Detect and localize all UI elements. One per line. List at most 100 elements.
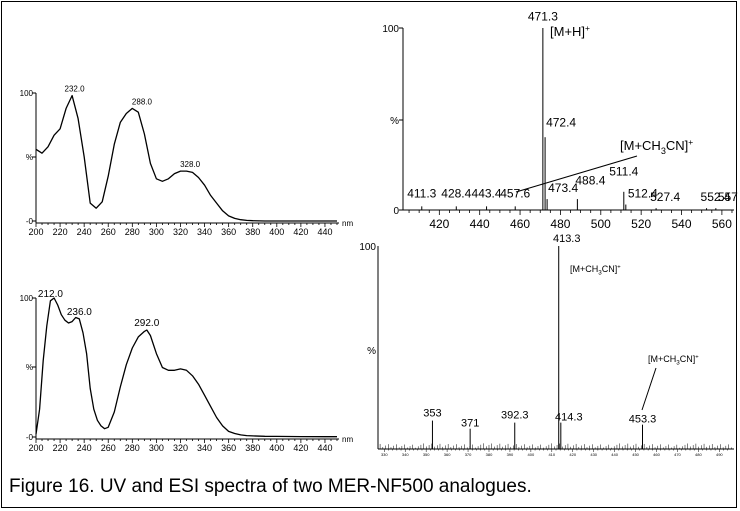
x-tick-label: 390 bbox=[507, 452, 514, 457]
x-tick-label: 380 bbox=[245, 443, 260, 453]
x-tick-label: 500 bbox=[591, 217, 611, 231]
x-tick-label: 260 bbox=[101, 227, 116, 237]
peak-label: 511.4 bbox=[609, 164, 638, 178]
x-tick-label: 400 bbox=[269, 227, 284, 237]
y-tick-label: 100 bbox=[20, 294, 34, 303]
peak-label: 527.4 bbox=[650, 190, 680, 204]
figure-caption: Figure 16. UV and ESI spectra of two MER… bbox=[9, 476, 532, 497]
y-tick-label: 100 bbox=[20, 89, 34, 98]
x-tick-label: 280 bbox=[125, 443, 140, 453]
peak-label: 288.0 bbox=[132, 97, 153, 106]
x-tick-label: 300 bbox=[149, 227, 164, 237]
x-unit-label: nm bbox=[342, 219, 353, 228]
peak-label: 371 bbox=[461, 418, 479, 430]
y-tick-label: 100 bbox=[382, 24, 399, 35]
x-tick-label: 370 bbox=[465, 452, 472, 457]
y-tick-label: 100 bbox=[359, 242, 376, 253]
x-tick-label: 440 bbox=[611, 452, 618, 457]
y-tick-label: -0 bbox=[26, 433, 34, 442]
x-tick-label: 400 bbox=[528, 452, 535, 457]
y-tick-label: % bbox=[390, 116, 399, 127]
peak-label: 212.0 bbox=[38, 289, 63, 300]
x-tick-label: 300 bbox=[149, 443, 164, 453]
x-tick-label: 440 bbox=[317, 227, 332, 237]
x-tick-label: 280 bbox=[125, 227, 140, 237]
x-tick-label: 360 bbox=[444, 452, 451, 457]
x-tick-label: 450 bbox=[632, 452, 639, 457]
x-tick-label: 400 bbox=[269, 443, 284, 453]
x-tick-label: 490 bbox=[716, 452, 723, 457]
x-tick-label: 340 bbox=[402, 452, 409, 457]
x-tick-label: 320 bbox=[173, 227, 188, 237]
x-tick-label: 440 bbox=[470, 217, 490, 231]
x-tick-label: 340 bbox=[197, 443, 212, 453]
ion-annotation-mch3cn-2: [M+CH3CN]+ bbox=[648, 354, 699, 367]
x-tick-label: 380 bbox=[486, 452, 493, 457]
x-tick-label: 260 bbox=[101, 443, 116, 453]
peak-label: 443.4 bbox=[472, 186, 502, 200]
ion-annotation-mch3cn: [M+CH3CN]+ bbox=[620, 137, 693, 156]
ion-annotation-mch3cn-1: [M+CH3CN]+ bbox=[570, 264, 621, 277]
x-tick-label: 480 bbox=[695, 452, 702, 457]
esi-spectrum-2: 100% 330 340 350 360 370 380 390 400 410 420 430 440… bbox=[359, 233, 734, 457]
y-tick-label: % bbox=[26, 153, 33, 162]
peak-label: 473.4 bbox=[548, 181, 578, 195]
x-tick-label: 380 bbox=[245, 227, 260, 237]
peak-label: 557 bbox=[718, 190, 738, 204]
x-tick-label: 420 bbox=[293, 227, 308, 237]
x-tick-label: 420 bbox=[569, 452, 576, 457]
x-tick-label: 240 bbox=[77, 227, 92, 237]
peak-label: 414.3 bbox=[555, 412, 583, 424]
peak-label: 392.3 bbox=[501, 410, 529, 422]
ion-annotation-mh: [M+H]+ bbox=[550, 23, 590, 39]
x-tick-label: 430 bbox=[590, 452, 597, 457]
x-tick-label: 350 bbox=[423, 452, 430, 457]
peak-label: 411.3 bbox=[407, 186, 436, 200]
peak-label: 328.0 bbox=[180, 160, 201, 169]
x-tick-label: 410 bbox=[548, 452, 555, 457]
x-tick-label: 200 bbox=[28, 443, 43, 453]
annotation-leader bbox=[641, 367, 657, 411]
x-tick-label: 240 bbox=[77, 443, 92, 453]
x-tick-label: 420 bbox=[293, 443, 308, 453]
peak-label: 353 bbox=[423, 408, 441, 420]
x-tick-label: 360 bbox=[221, 227, 236, 237]
peak-label: 453.3 bbox=[629, 414, 657, 426]
peak-label: 428.4 bbox=[441, 186, 471, 200]
peak-label: 232.0 bbox=[65, 85, 86, 94]
x-tick-label: 420 bbox=[429, 217, 449, 231]
y-tick-label: 0 bbox=[393, 206, 399, 217]
x-tick-label: 560 bbox=[712, 217, 732, 231]
peak-label: 292.0 bbox=[134, 318, 159, 329]
x-tick-label: 340 bbox=[197, 227, 212, 237]
x-tick-label: 220 bbox=[53, 227, 68, 237]
x-tick-label: 540 bbox=[672, 217, 692, 231]
peak-label: 413.3 bbox=[553, 233, 581, 245]
peak-label: 471.3 bbox=[528, 10, 558, 24]
peak-label: 457.6 bbox=[500, 186, 530, 200]
x-tick-label: 320 bbox=[173, 443, 188, 453]
x-tick-label: 480 bbox=[550, 217, 570, 231]
spectrum-line bbox=[35, 94, 337, 222]
x-tick-label: 460 bbox=[653, 452, 660, 457]
x-tick-label: 520 bbox=[631, 217, 651, 231]
annotation-leader bbox=[515, 155, 638, 193]
x-tick-label: 460 bbox=[510, 217, 530, 231]
y-tick-label: % bbox=[367, 346, 376, 357]
y-tick-label: -0 bbox=[26, 217, 34, 226]
y-tick-label: % bbox=[26, 363, 33, 372]
x-tick-label: 470 bbox=[674, 452, 681, 457]
spectrum-line bbox=[35, 297, 337, 438]
x-tick-label: 360 bbox=[221, 443, 236, 453]
x-tick-label: 330 bbox=[381, 452, 388, 457]
x-unit-label: nm bbox=[342, 435, 353, 444]
peak-label: 472.4 bbox=[546, 115, 576, 129]
peak-label: 512.4 bbox=[628, 186, 658, 200]
x-tick-label: 200 bbox=[28, 227, 43, 237]
peak-label: 488.4 bbox=[575, 174, 605, 188]
